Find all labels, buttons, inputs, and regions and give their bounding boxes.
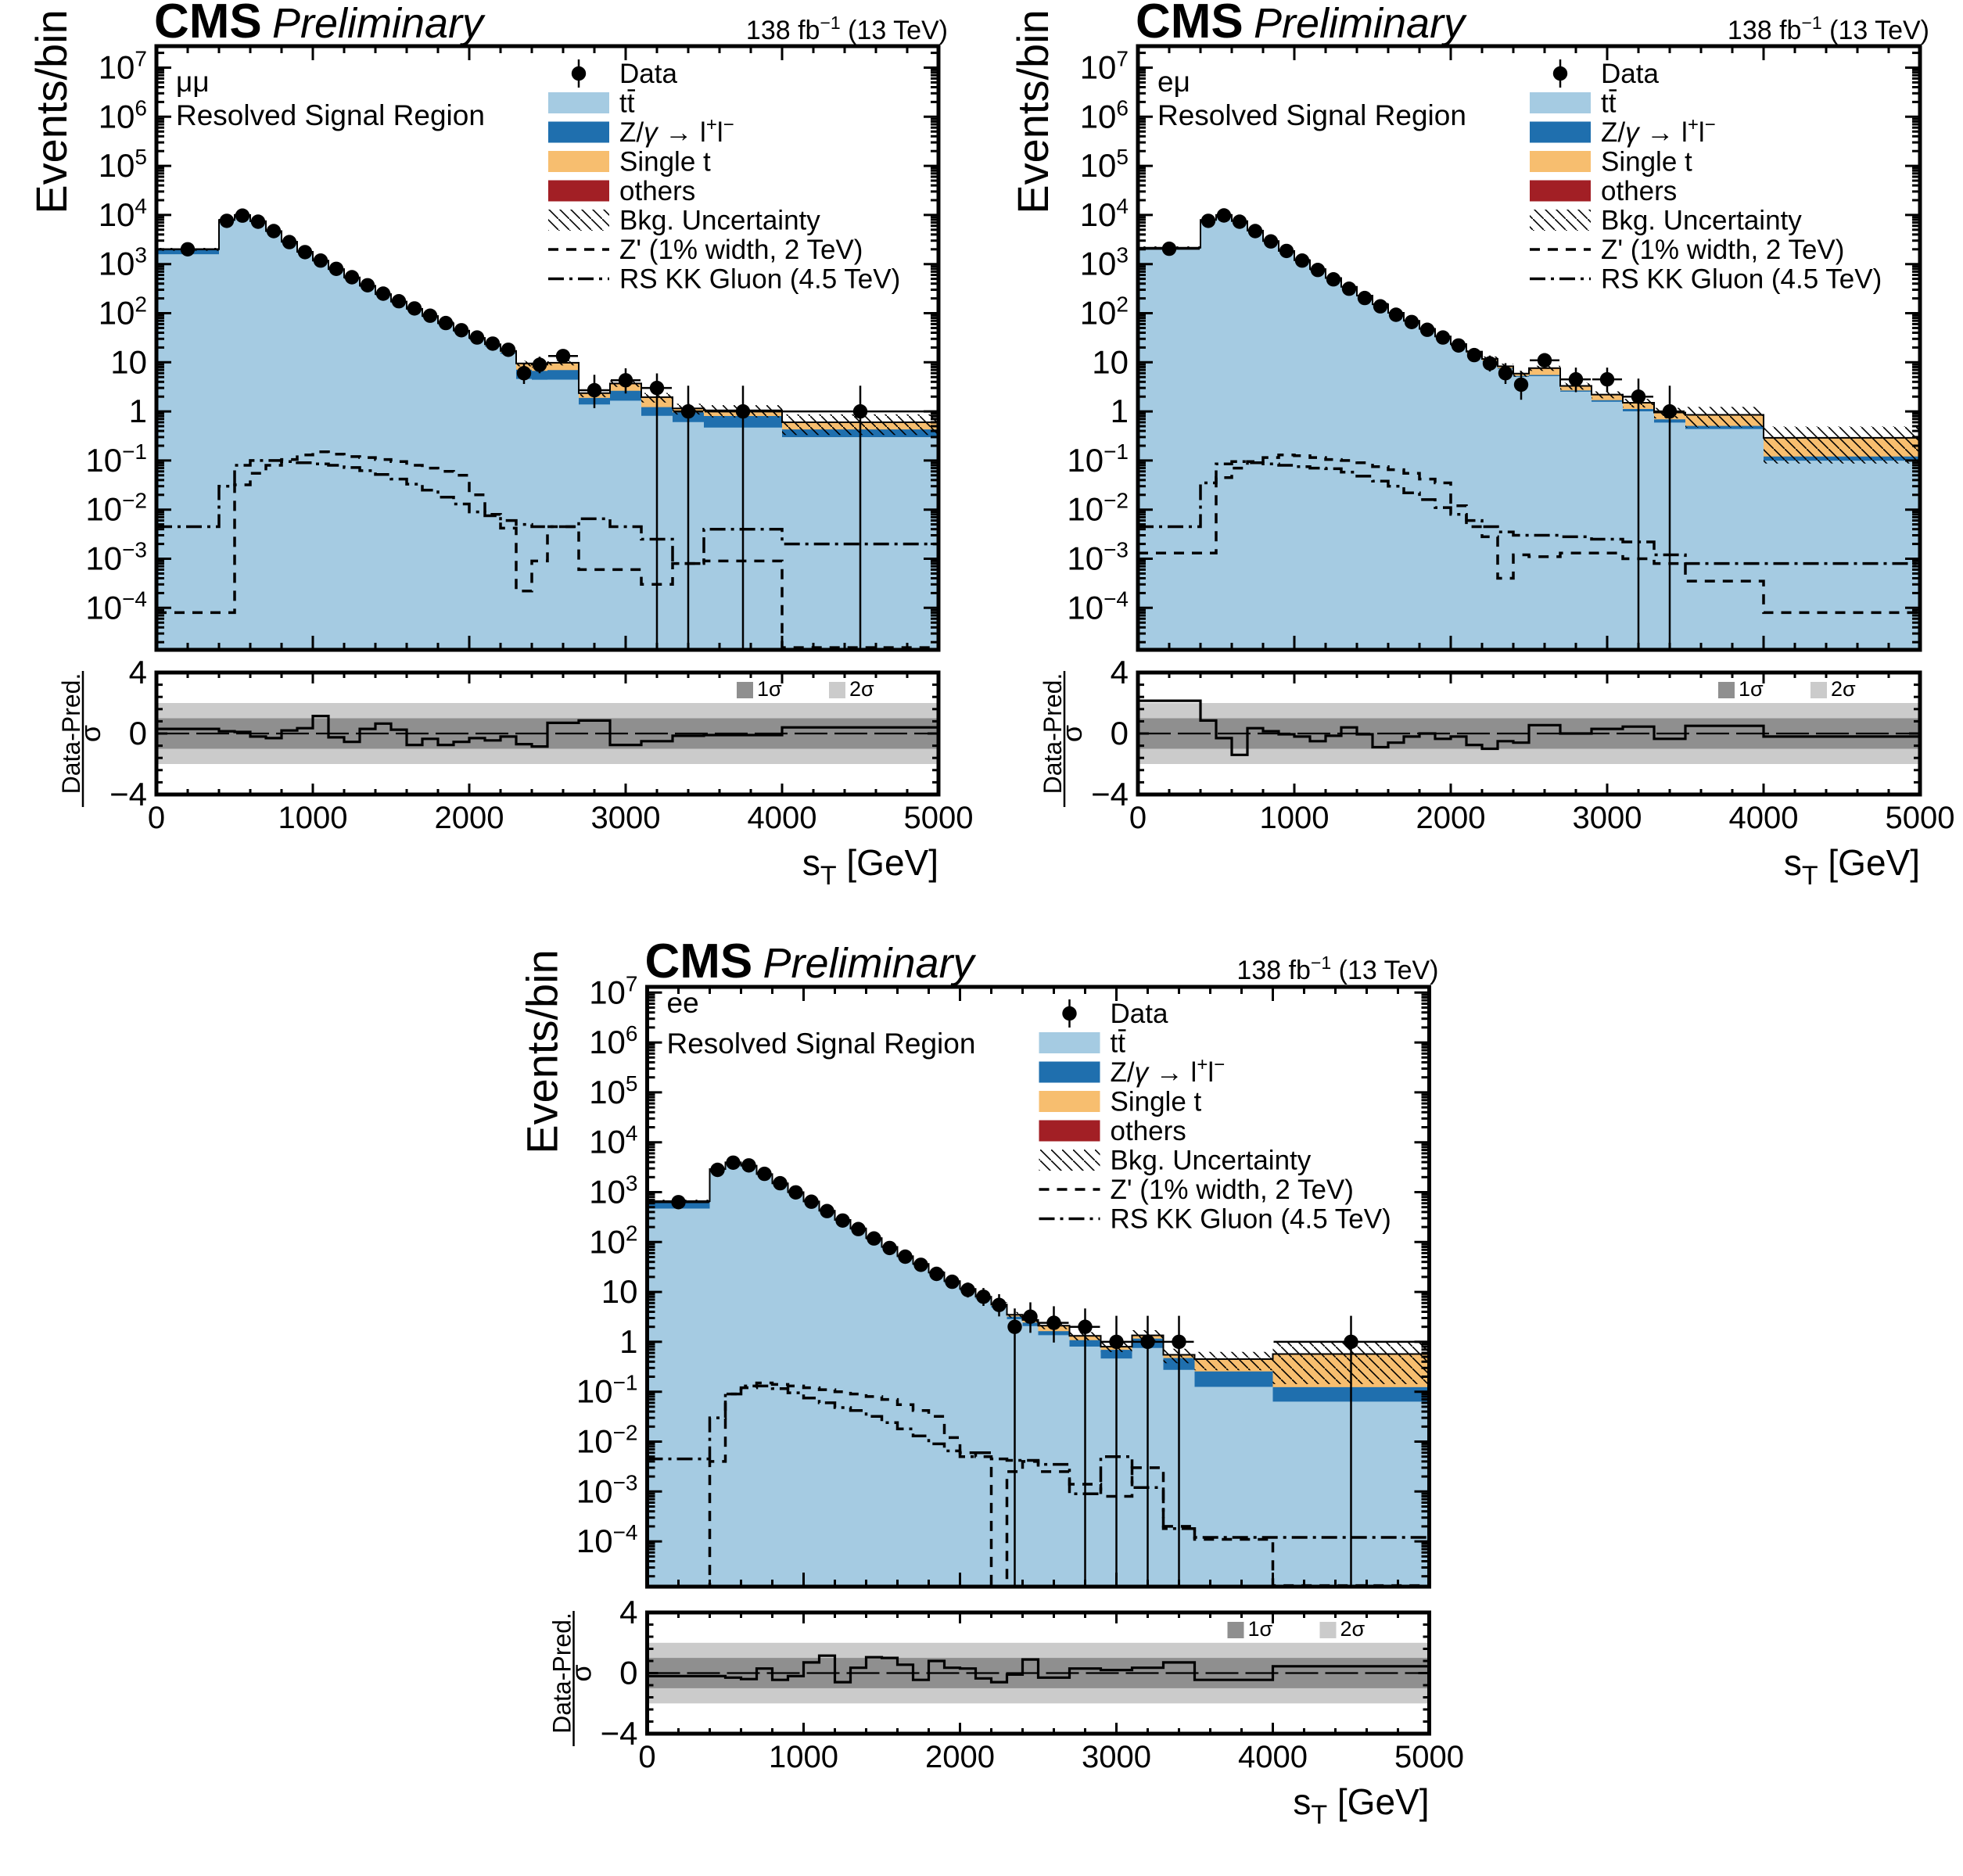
- svg-text:RS KK Gluon (4.5 TeV): RS KK Gluon (4.5 TeV): [1601, 264, 1882, 295]
- svg-text:μμ: μμ: [176, 66, 210, 98]
- svg-text:σ: σ: [565, 1664, 598, 1681]
- svg-text:10: 10: [110, 343, 147, 380]
- svg-text:RS KK Gluon (4.5 TeV): RS KK Gluon (4.5 TeV): [1111, 1204, 1391, 1235]
- svg-text:Data: Data: [619, 59, 677, 89]
- svg-text:4000: 4000: [1238, 1740, 1308, 1774]
- svg-text:1: 1: [129, 393, 147, 429]
- svg-text:102: 102: [589, 1221, 637, 1260]
- svg-text:2σ: 2σ: [849, 677, 874, 701]
- svg-text:105: 105: [99, 145, 147, 184]
- svg-text:138 fb−1 (13 TeV): 138 fb−1 (13 TeV): [1728, 13, 1929, 45]
- svg-text:−4: −4: [109, 776, 147, 812]
- svg-text:Single t: Single t: [619, 147, 711, 178]
- svg-text:CMS: CMS: [1136, 0, 1243, 48]
- svg-text:Single t: Single t: [1601, 147, 1692, 178]
- svg-text:σ: σ: [1056, 725, 1088, 742]
- svg-text:tt: tt: [1111, 1028, 1126, 1059]
- svg-text:3000: 3000: [1082, 1740, 1151, 1774]
- svg-text:4: 4: [1111, 654, 1129, 690]
- svg-text:10−2: 10−2: [1067, 489, 1129, 528]
- svg-text:5000: 5000: [1886, 801, 1955, 835]
- svg-text:others: others: [1111, 1116, 1186, 1146]
- svg-text:Single t: Single t: [1111, 1087, 1202, 1117]
- svg-text:tt: tt: [619, 88, 635, 119]
- svg-text:Z' (1% width, 2 TeV): Z' (1% width, 2 TeV): [1111, 1175, 1354, 1205]
- svg-text:Data-Pred.: Data-Pred.: [1039, 673, 1067, 795]
- svg-text:σ: σ: [74, 725, 106, 742]
- svg-text:ee: ee: [667, 987, 699, 1019]
- svg-text:5000: 5000: [1394, 1740, 1464, 1774]
- svg-text:2σ: 2σ: [1340, 1617, 1365, 1641]
- svg-text:Events/bin: Events/bin: [1008, 9, 1057, 214]
- svg-text:Preliminary: Preliminary: [763, 940, 977, 987]
- svg-text:4000: 4000: [1729, 801, 1799, 835]
- svg-text:4: 4: [619, 1594, 637, 1630]
- svg-text:107: 107: [1080, 47, 1129, 86]
- svg-text:CMS: CMS: [645, 934, 753, 988]
- svg-text:eμ: eμ: [1157, 66, 1190, 98]
- svg-text:2000: 2000: [925, 1740, 995, 1774]
- svg-text:Resolved Signal Region: Resolved Signal Region: [667, 1028, 976, 1060]
- svg-text:Z/γ → l+l−: Z/γ → l+l−: [1601, 114, 1716, 148]
- svg-text:Data-Pred.: Data-Pred.: [57, 673, 85, 795]
- svg-text:4: 4: [129, 654, 147, 690]
- svg-text:3000: 3000: [1573, 801, 1642, 835]
- svg-text:1000: 1000: [278, 801, 348, 835]
- svg-text:Data-Pred.: Data-Pred.: [548, 1612, 576, 1734]
- svg-text:138 fb−1 (13 TeV): 138 fb−1 (13 TeV): [746, 13, 948, 45]
- svg-text:others: others: [619, 176, 695, 206]
- svg-text:10: 10: [1092, 343, 1129, 380]
- svg-text:RS KK Gluon (4.5 TeV): RS KK Gluon (4.5 TeV): [619, 264, 900, 295]
- svg-text:Z' (1% width, 2 TeV): Z' (1% width, 2 TeV): [619, 235, 863, 265]
- svg-text:103: 103: [99, 243, 147, 282]
- svg-text:Data: Data: [1601, 59, 1659, 89]
- svg-text:1: 1: [1111, 393, 1129, 429]
- svg-text:1000: 1000: [769, 1740, 838, 1774]
- svg-text:1: 1: [619, 1323, 637, 1360]
- svg-text:Resolved Signal Region: Resolved Signal Region: [176, 99, 485, 131]
- svg-text:−4: −4: [1091, 776, 1129, 812]
- svg-text:2000: 2000: [1416, 801, 1486, 835]
- svg-text:Bkg. Uncertainty: Bkg. Uncertainty: [1601, 206, 1802, 236]
- svg-text:0: 0: [1129, 801, 1147, 835]
- svg-text:1000: 1000: [1260, 801, 1330, 835]
- svg-text:0: 0: [638, 1740, 655, 1774]
- svg-text:Events/bin: Events/bin: [518, 949, 567, 1154]
- svg-text:10−3: 10−3: [576, 1470, 638, 1509]
- svg-text:0: 0: [129, 715, 147, 751]
- svg-text:138 fb−1 (13 TeV): 138 fb−1 (13 TeV): [1236, 952, 1438, 985]
- svg-text:−4: −4: [601, 1715, 638, 1752]
- svg-text:others: others: [1601, 176, 1677, 206]
- svg-text:tt: tt: [1601, 88, 1617, 119]
- svg-text:0: 0: [148, 801, 165, 835]
- svg-text:10: 10: [601, 1273, 638, 1310]
- svg-text:Data: Data: [1111, 999, 1168, 1029]
- svg-text:0: 0: [1111, 715, 1129, 751]
- svg-text:2000: 2000: [435, 801, 504, 835]
- svg-text:5000: 5000: [904, 801, 974, 835]
- svg-text:Bkg. Uncertainty: Bkg. Uncertainty: [619, 206, 820, 236]
- svg-text:3000: 3000: [591, 801, 661, 835]
- svg-text:Z/γ → l+l−: Z/γ → l+l−: [1111, 1054, 1226, 1088]
- svg-text:2σ: 2σ: [1831, 677, 1856, 701]
- svg-text:1σ: 1σ: [1739, 677, 1764, 701]
- svg-text:Events/bin: Events/bin: [27, 9, 76, 214]
- svg-text:Preliminary: Preliminary: [1254, 0, 1467, 47]
- svg-text:Z' (1% width, 2 TeV): Z' (1% width, 2 TeV): [1601, 235, 1844, 265]
- svg-text:Resolved Signal Region: Resolved Signal Region: [1157, 99, 1466, 131]
- svg-text:Z/γ → l+l−: Z/γ → l+l−: [619, 114, 734, 148]
- svg-text:1σ: 1σ: [757, 677, 782, 701]
- svg-text:Bkg. Uncertainty: Bkg. Uncertainty: [1111, 1146, 1312, 1176]
- svg-text:0: 0: [619, 1655, 637, 1691]
- svg-text:CMS: CMS: [154, 0, 262, 48]
- svg-text:1σ: 1σ: [1248, 1617, 1273, 1641]
- svg-text:Preliminary: Preliminary: [272, 0, 486, 47]
- svg-text:10−2: 10−2: [85, 489, 147, 528]
- svg-text:4000: 4000: [748, 801, 817, 835]
